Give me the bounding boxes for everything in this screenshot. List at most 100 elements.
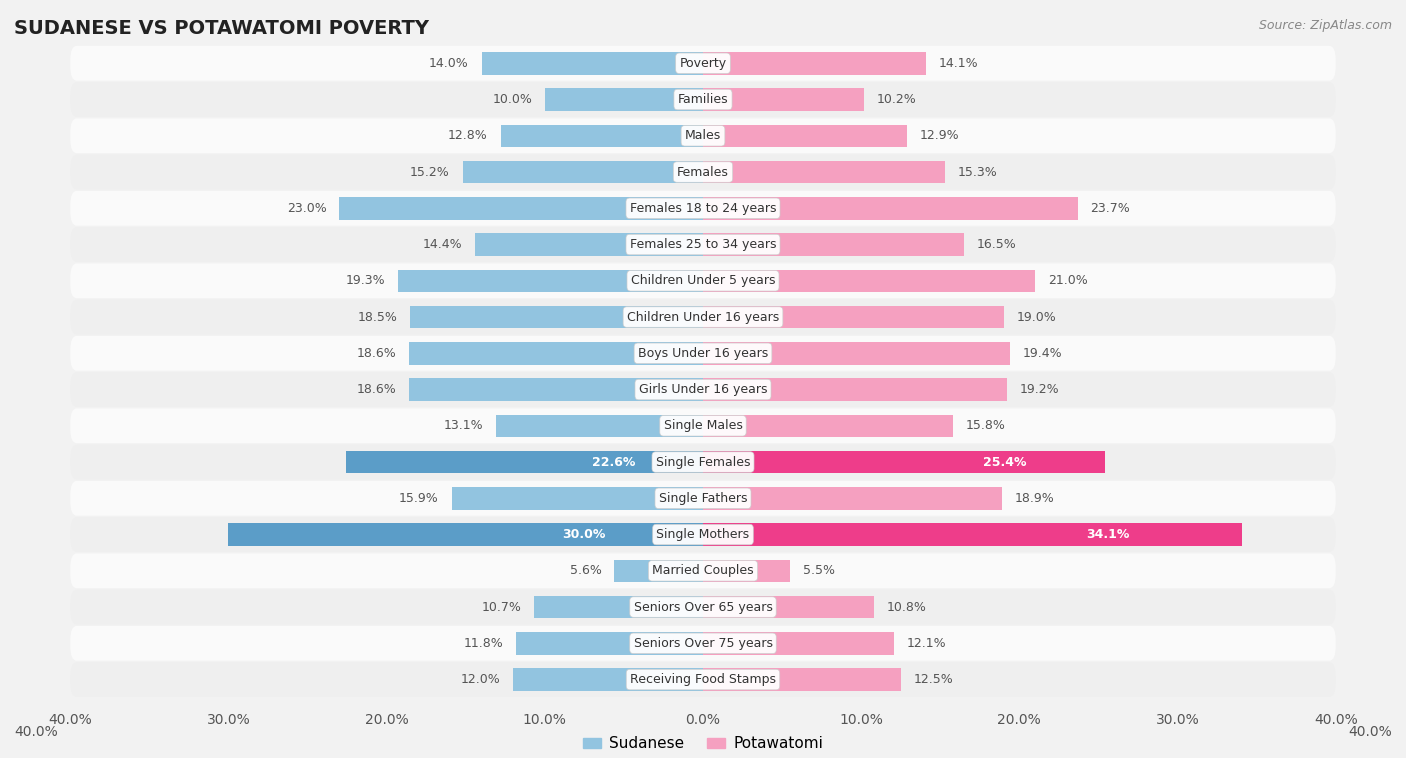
Text: 19.3%: 19.3% <box>346 274 385 287</box>
Bar <box>703 161 945 183</box>
Text: 10.7%: 10.7% <box>481 600 522 613</box>
Bar <box>703 559 790 582</box>
Text: Source: ZipAtlas.com: Source: ZipAtlas.com <box>1258 19 1392 32</box>
Bar <box>496 415 703 437</box>
Text: 15.3%: 15.3% <box>957 165 997 179</box>
FancyBboxPatch shape <box>70 299 1336 334</box>
Text: Single Females: Single Females <box>655 456 751 468</box>
Text: Females 18 to 24 years: Females 18 to 24 years <box>630 202 776 215</box>
Text: 15.9%: 15.9% <box>399 492 439 505</box>
Text: 19.2%: 19.2% <box>1019 383 1059 396</box>
Bar <box>546 88 703 111</box>
Text: Females: Females <box>678 165 728 179</box>
Text: 12.9%: 12.9% <box>920 130 959 143</box>
FancyBboxPatch shape <box>70 118 1336 153</box>
Text: 10.8%: 10.8% <box>887 600 927 613</box>
Bar <box>463 161 703 183</box>
Bar <box>703 451 1105 473</box>
Bar <box>411 305 703 328</box>
Bar <box>703 487 1002 509</box>
Text: 40.0%: 40.0% <box>1348 725 1392 739</box>
Text: Seniors Over 75 years: Seniors Over 75 years <box>634 637 772 650</box>
FancyBboxPatch shape <box>70 46 1336 80</box>
FancyBboxPatch shape <box>70 553 1336 588</box>
Text: 11.8%: 11.8% <box>464 637 503 650</box>
Text: 19.4%: 19.4% <box>1022 347 1062 360</box>
Bar <box>703 197 1078 220</box>
Bar <box>703 270 1035 292</box>
Text: 40.0%: 40.0% <box>14 725 58 739</box>
FancyBboxPatch shape <box>70 590 1336 625</box>
Text: Girls Under 16 years: Girls Under 16 years <box>638 383 768 396</box>
FancyBboxPatch shape <box>70 191 1336 226</box>
Text: 25.4%: 25.4% <box>983 456 1026 468</box>
FancyBboxPatch shape <box>70 517 1336 552</box>
Bar <box>703 233 965 255</box>
FancyBboxPatch shape <box>70 155 1336 190</box>
Legend: Sudanese, Potawatomi: Sudanese, Potawatomi <box>576 730 830 757</box>
Text: Families: Families <box>678 93 728 106</box>
Text: 22.6%: 22.6% <box>592 456 636 468</box>
Text: 12.8%: 12.8% <box>449 130 488 143</box>
FancyBboxPatch shape <box>70 662 1336 697</box>
Text: SUDANESE VS POTAWATOMI POVERTY: SUDANESE VS POTAWATOMI POVERTY <box>14 19 429 38</box>
Bar <box>703 415 953 437</box>
Text: 5.5%: 5.5% <box>803 564 835 578</box>
Text: 18.5%: 18.5% <box>359 311 398 324</box>
Text: Children Under 16 years: Children Under 16 years <box>627 311 779 324</box>
Bar <box>703 523 1243 546</box>
Bar <box>534 596 703 619</box>
Text: Females 25 to 34 years: Females 25 to 34 years <box>630 238 776 251</box>
FancyBboxPatch shape <box>70 481 1336 515</box>
FancyBboxPatch shape <box>70 82 1336 117</box>
Text: 18.6%: 18.6% <box>356 347 396 360</box>
Bar <box>398 270 703 292</box>
Text: 19.0%: 19.0% <box>1017 311 1056 324</box>
FancyBboxPatch shape <box>70 409 1336 443</box>
Text: Single Mothers: Single Mothers <box>657 528 749 541</box>
Bar <box>614 559 703 582</box>
Text: Males: Males <box>685 130 721 143</box>
Text: 16.5%: 16.5% <box>977 238 1017 251</box>
Text: 10.0%: 10.0% <box>492 93 531 106</box>
Text: Seniors Over 65 years: Seniors Over 65 years <box>634 600 772 613</box>
FancyBboxPatch shape <box>70 626 1336 661</box>
Text: 15.2%: 15.2% <box>411 165 450 179</box>
Text: 14.4%: 14.4% <box>423 238 463 251</box>
Bar <box>475 233 703 255</box>
Bar <box>703 632 894 655</box>
Text: Children Under 5 years: Children Under 5 years <box>631 274 775 287</box>
Text: 12.1%: 12.1% <box>907 637 946 650</box>
Text: 12.5%: 12.5% <box>914 673 953 686</box>
Bar <box>703 342 1010 365</box>
Text: 13.1%: 13.1% <box>443 419 484 432</box>
Text: 5.6%: 5.6% <box>569 564 602 578</box>
Text: Receiving Food Stamps: Receiving Food Stamps <box>630 673 776 686</box>
Text: 14.1%: 14.1% <box>939 57 979 70</box>
Bar <box>339 197 703 220</box>
Bar <box>703 124 907 147</box>
Bar <box>516 632 703 655</box>
Bar <box>501 124 703 147</box>
Text: 18.9%: 18.9% <box>1015 492 1054 505</box>
FancyBboxPatch shape <box>70 263 1336 298</box>
Text: 18.6%: 18.6% <box>356 383 396 396</box>
Bar <box>481 52 703 74</box>
Text: Boys Under 16 years: Boys Under 16 years <box>638 347 768 360</box>
Bar <box>513 669 703 691</box>
Bar <box>703 52 927 74</box>
Bar <box>228 523 703 546</box>
Bar <box>703 669 901 691</box>
FancyBboxPatch shape <box>70 227 1336 262</box>
Bar <box>703 596 875 619</box>
Bar <box>703 305 1004 328</box>
Bar <box>703 378 1007 401</box>
FancyBboxPatch shape <box>70 336 1336 371</box>
Text: 15.8%: 15.8% <box>966 419 1005 432</box>
Text: Single Fathers: Single Fathers <box>659 492 747 505</box>
Text: 30.0%: 30.0% <box>562 528 606 541</box>
Text: Married Couples: Married Couples <box>652 564 754 578</box>
Bar <box>703 88 865 111</box>
Text: 14.0%: 14.0% <box>429 57 468 70</box>
Bar <box>409 342 703 365</box>
